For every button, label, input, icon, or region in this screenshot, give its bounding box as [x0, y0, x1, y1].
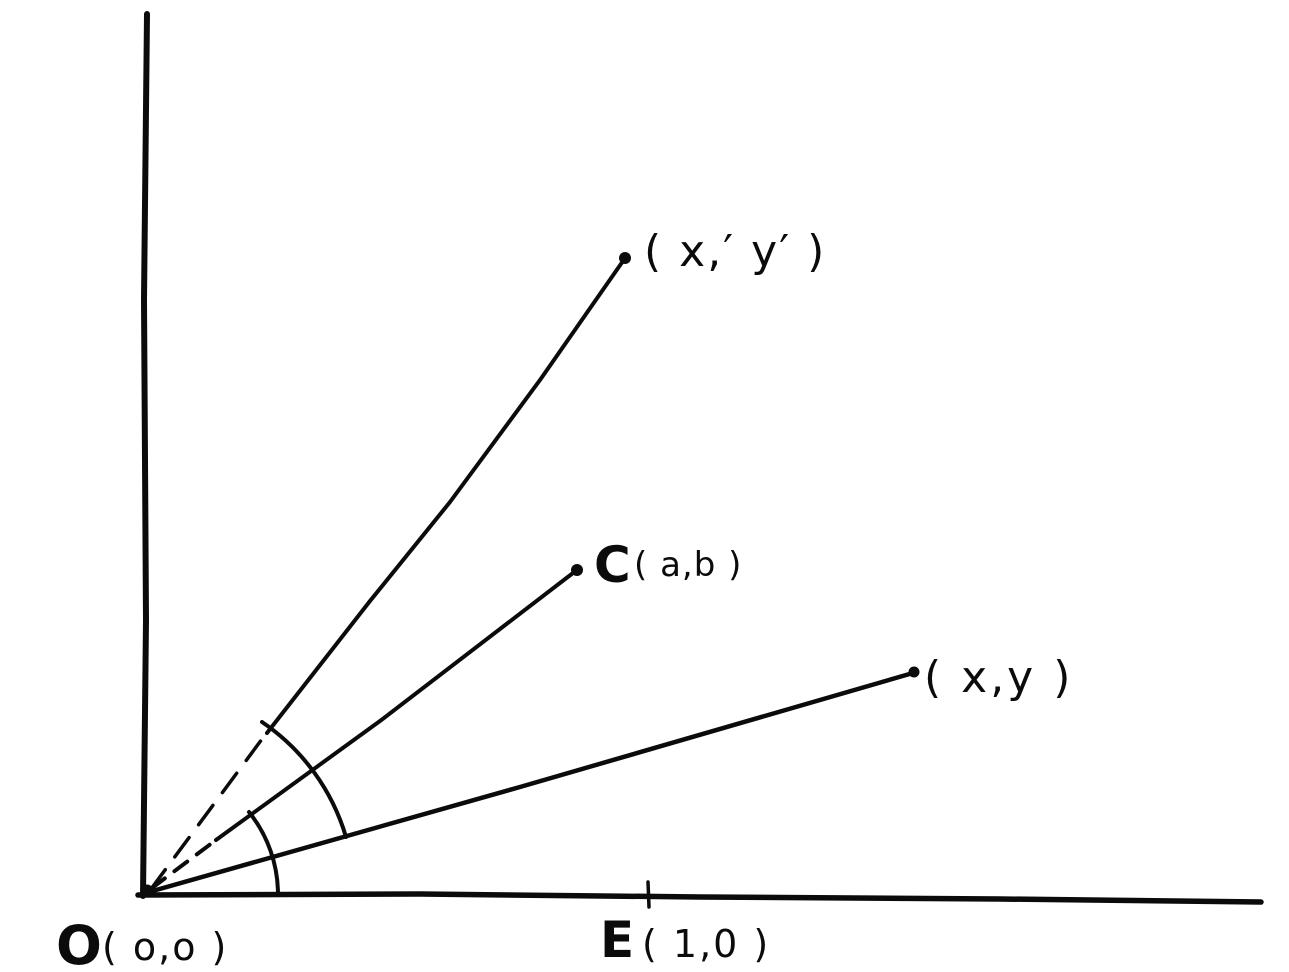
e-tick-mark	[646, 880, 651, 909]
ray-to-xpyp-dashed-segment	[149, 733, 267, 891]
label-xy-point: ( x,y )	[924, 652, 1073, 703]
xy-point-dot	[908, 666, 920, 678]
origin-vertex-dot	[140, 884, 154, 898]
ray-to-c-solid-segment	[214, 571, 575, 842]
label-origin-letter: O	[56, 914, 102, 972]
ray-to-xy	[146, 670, 916, 895]
ray-to-c-dashed-segment	[150, 838, 218, 890]
label-origin-coords: ( o,o )	[102, 925, 228, 969]
outer-angle-arc	[260, 720, 348, 839]
x-axis-line	[135, 891, 1264, 905]
c-point-dot	[571, 564, 583, 576]
y-axis-line	[140, 11, 150, 899]
label-e-point-letter: E	[600, 911, 634, 969]
label-xpyp-point: ( x,′ y′ )	[644, 226, 826, 277]
label-c-point-coords: ( a,b )	[634, 545, 742, 585]
xpyp-point-dot	[619, 252, 631, 264]
label-e-point-coords: ( 1,0 )	[642, 922, 770, 966]
label-c-point-letter: C	[594, 536, 631, 594]
ray-to-xpyp-solid-segment	[265, 259, 625, 735]
inner-angle-arc	[247, 810, 281, 897]
